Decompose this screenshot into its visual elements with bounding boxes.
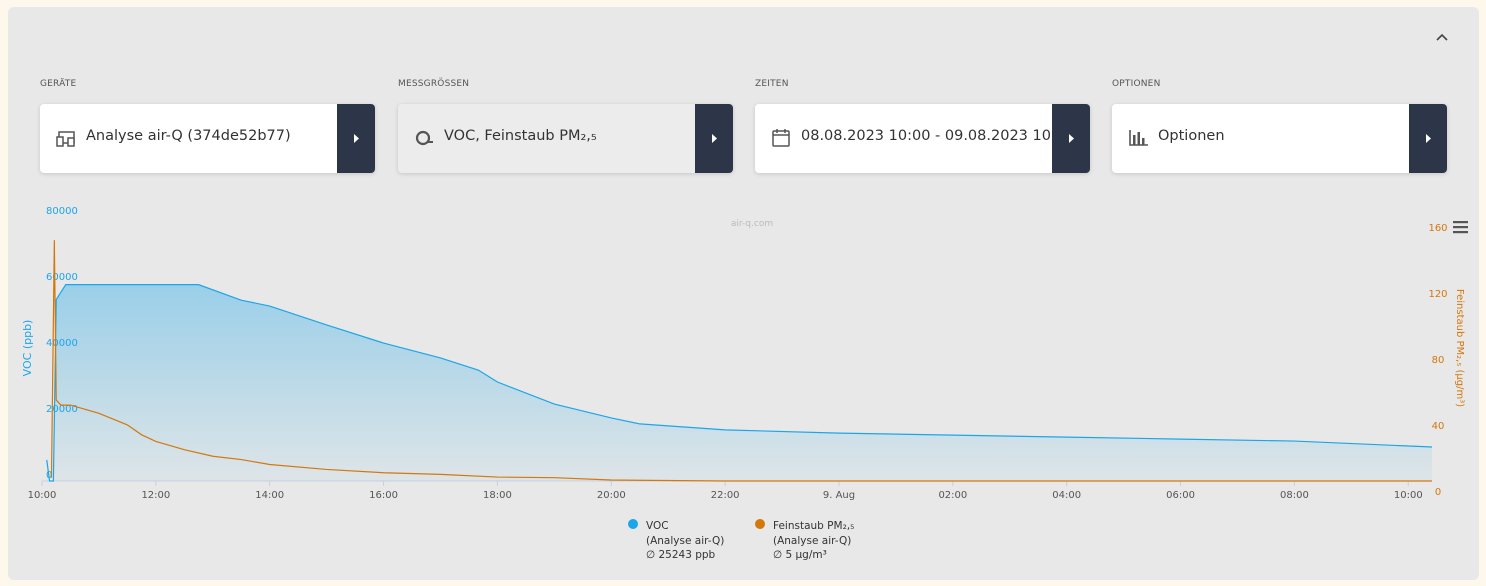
legend-item[interactable]: Feinstaub PM₂,₅ (Analyse air-Q) ∅ 5 µg/m³ — [755, 519, 854, 561]
open-button[interactable] — [1052, 104, 1090, 173]
y2-tick-label: 120 — [1428, 289, 1447, 300]
panel — [8, 7, 1479, 580]
x-tick-label: 10:00 — [28, 490, 57, 501]
time-select[interactable]: 08.08.2023 10:00 - 09.08.2023 10:25 — [755, 104, 1090, 173]
legend-marker — [628, 519, 638, 529]
open-button[interactable] — [1409, 104, 1447, 173]
watermark: air-q.com — [731, 219, 773, 229]
open-button[interactable] — [695, 104, 733, 173]
x-tick-label: 12:00 — [141, 490, 170, 501]
line — [46, 284, 1433, 482]
x-tick-label: 10:00 — [1394, 490, 1423, 501]
device-icon — [56, 131, 75, 147]
legend-detail: (Analyse air-Q) — [646, 535, 724, 547]
legend-item[interactable]: VOC (Analyse air-Q) ∅ 25243 ppb — [628, 519, 724, 561]
filter-label: GERÄTE — [40, 79, 77, 89]
collapse-button[interactable] — [1435, 32, 1449, 42]
device-value: Analyse air-Q (374de52b77) — [86, 128, 291, 144]
x-tick-label: 18:00 — [483, 490, 512, 501]
time-value: 08.08.2023 10:00 - 09.08.2023 10:25 — [801, 128, 1050, 144]
filter-label: ZEITEN — [755, 79, 789, 89]
options-icon — [1129, 130, 1148, 146]
x-tick-label: 9. Aug — [823, 490, 855, 501]
metric-icon — [415, 130, 433, 146]
y-tick-label: 80000 — [46, 206, 78, 217]
y2-axis-title: Feinstaub PM₂,₅ (µg/m³) — [1454, 289, 1465, 407]
legend-marker — [755, 519, 765, 529]
y-axis-title: VOC (ppb) — [21, 320, 34, 377]
filter-label: MESSGRÖSSEN — [398, 79, 470, 89]
legend-label: VOC — [646, 520, 669, 532]
area — [46, 284, 1433, 481]
x-tick-label: 02:00 — [938, 490, 967, 501]
calendar-icon — [772, 129, 790, 147]
y2-tick-label: 40 — [1432, 421, 1445, 432]
metric-value: VOC, Feinstaub PM₂,₅ — [444, 128, 597, 144]
y-tick-label: 60000 — [46, 272, 78, 283]
line — [50, 240, 1432, 482]
x-tick-label: 04:00 — [1052, 490, 1081, 501]
x-tick-label: 22:00 — [711, 490, 740, 501]
x-tick-label: 08:00 — [1280, 490, 1309, 501]
filter-label: OPTIONEN — [1112, 79, 1161, 89]
options-select[interactable]: Optionen — [1112, 104, 1447, 173]
device-select[interactable]: Analyse air-Q (374de52b77) — [40, 104, 375, 173]
x-tick-label: 14:00 — [255, 490, 284, 501]
open-button[interactable] — [337, 104, 375, 173]
y2-tick-label: 0 — [1435, 487, 1441, 498]
legend-detail: (Analyse air-Q) — [773, 535, 851, 547]
legend-label: Feinstaub PM₂,₅ — [773, 520, 854, 532]
y2-tick-label: 160 — [1428, 223, 1447, 234]
y2-tick-label: 80 — [1432, 355, 1445, 366]
options-value: Optionen — [1158, 128, 1225, 144]
legend-detail: ∅ 25243 ppb — [646, 549, 716, 561]
legend-detail: ∅ 5 µg/m³ — [773, 549, 827, 561]
x-tick-label: 20:00 — [597, 490, 626, 501]
x-tick-label: 16:00 — [369, 490, 398, 501]
x-tick-label: 06:00 — [1166, 490, 1195, 501]
chart-menu[interactable] — [1450, 218, 1471, 236]
metric-select[interactable]: VOC, Feinstaub PM₂,₅ — [398, 104, 733, 173]
